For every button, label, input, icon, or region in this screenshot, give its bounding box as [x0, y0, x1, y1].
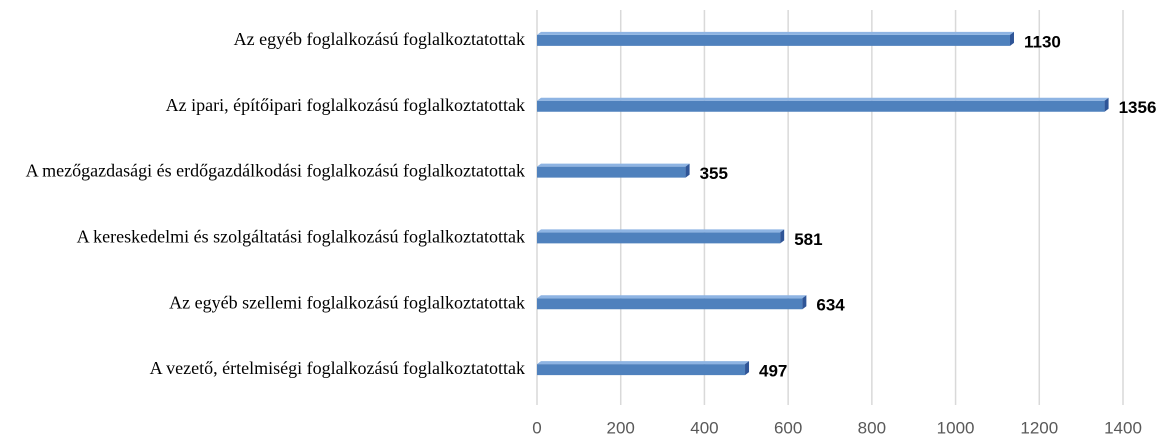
x-tick-label: 1000 [937, 418, 975, 437]
bar [537, 31, 1014, 46]
x-tick-label: 1400 [1104, 418, 1142, 437]
x-tick-label: 0 [532, 418, 541, 437]
x-tick-label: 600 [774, 418, 802, 437]
x-tick-label: 1200 [1020, 418, 1058, 437]
y-tick-label: A vezető, értelmiségi foglalkozású fogla… [150, 358, 525, 378]
bar [537, 163, 690, 178]
value-label: 581 [794, 230, 822, 249]
value-label: 634 [816, 296, 845, 315]
value-label: 497 [759, 362, 787, 381]
bar [537, 361, 750, 376]
value-label: 1356 [1119, 98, 1157, 117]
y-tick-label: A mezőgazdasági és erdőgazdálkodási fogl… [26, 161, 525, 181]
y-tick-label: Az egyéb szellemi foglalkozású foglalkoz… [169, 292, 525, 312]
x-tick-label: 200 [607, 418, 635, 437]
bar [537, 295, 807, 310]
bar [537, 229, 785, 244]
y-tick-label: Az egyéb foglalkozású foglalkoztatottak [234, 29, 525, 49]
y-tick-label: Az ipari, építőipari foglalkozású foglal… [166, 95, 525, 115]
bar [537, 97, 1109, 112]
value-label: 1130 [1024, 32, 1061, 51]
x-tick-label: 800 [858, 418, 886, 437]
x-tick-label: 400 [690, 418, 718, 437]
value-label: 355 [700, 164, 728, 183]
y-tick-label: A kereskedelmi és szolgáltatási foglalko… [77, 227, 525, 247]
